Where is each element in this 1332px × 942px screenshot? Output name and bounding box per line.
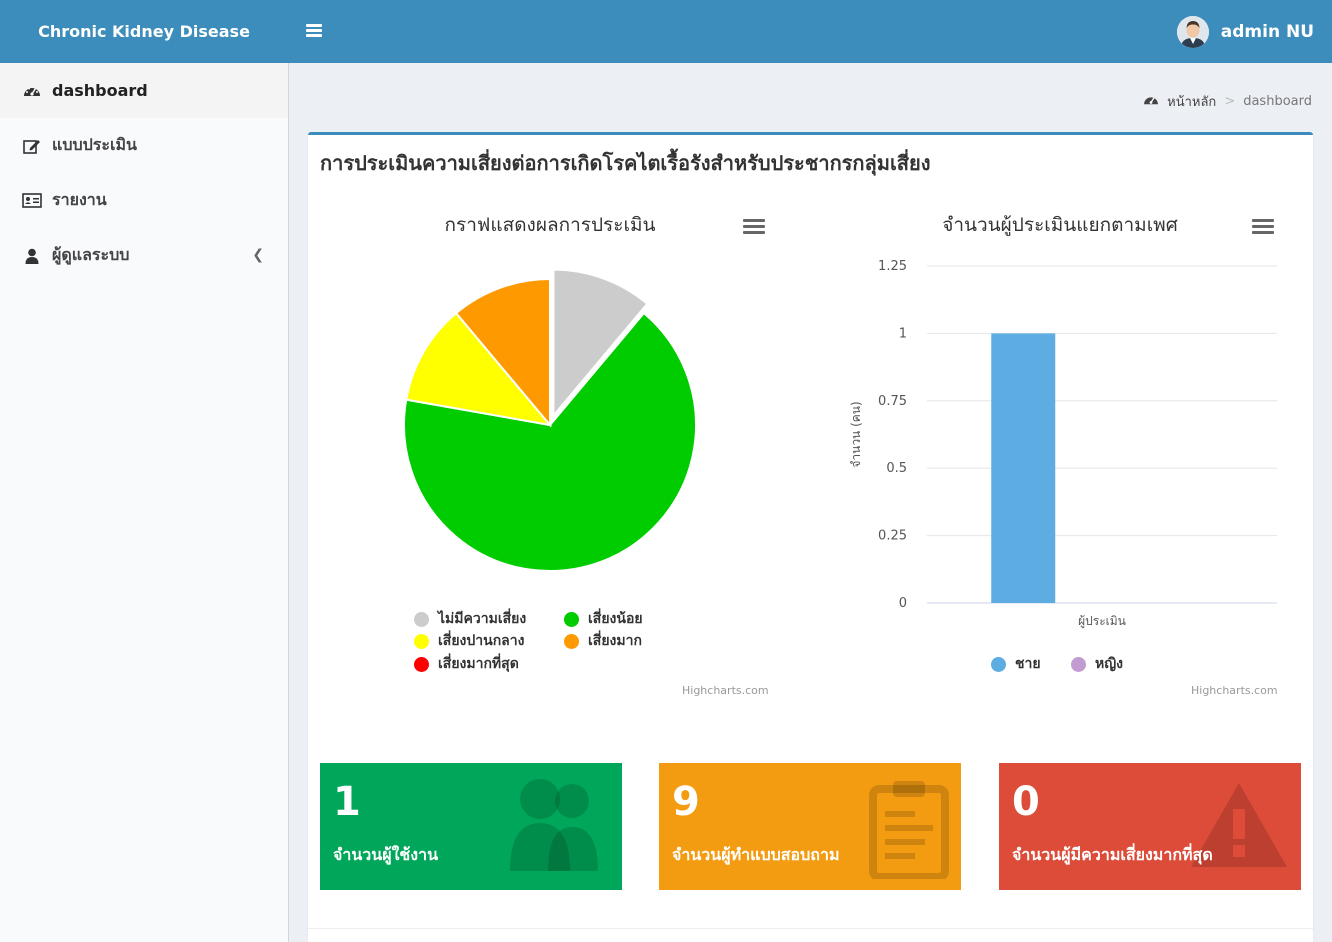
breadcrumb-current: dashboard <box>1243 94 1312 109</box>
box-title: การประเมินความเสี่ยงต่อการเกิดโรคไตเรื้อ… <box>320 151 931 175</box>
sidebar-item-label: แบบประเมิน <box>52 135 137 154</box>
legend-item-female[interactable]: หญิง <box>1071 653 1123 675</box>
stat-box-users[interactable]: 1 จำนวนผู้ใช้งาน <box>320 763 622 890</box>
stat-label: จำนวนผู้มีความเสี่ยงมากที่สุด <box>1012 845 1213 864</box>
dashboard-icon <box>22 82 42 100</box>
bar-chart-menu-icon[interactable] <box>1252 219 1274 237</box>
legend-marker <box>414 611 429 627</box>
user-name: admin NU <box>1220 21 1314 42</box>
stat-box-highest-risk[interactable]: 0 จำนวนผู้มีความเสี่ยงมากที่สุด <box>999 763 1301 890</box>
pie-chart-menu-icon[interactable] <box>743 219 765 237</box>
stat-value: 0 <box>1012 779 1040 825</box>
bar-chart-credit[interactable]: Highcharts.com <box>1191 684 1278 697</box>
pie-chart-title: กราฟแสดงผลการประเมิน <box>444 214 656 236</box>
brand-logo[interactable]: Chronic Kidney Disease <box>38 22 250 41</box>
legend-marker <box>414 656 429 672</box>
legend-item-highest-risk[interactable]: เสี่ยงมากที่สุด <box>414 653 519 675</box>
legend-marker <box>991 656 1006 672</box>
legend-marker <box>414 633 429 649</box>
menu-line <box>743 225 765 228</box>
menu-line <box>1252 219 1274 222</box>
bar[interactable] <box>991 333 1056 603</box>
box-divider <box>308 928 1313 929</box>
sidebar-item-label: ผู้ดูแลระบบ <box>52 245 130 264</box>
chevron-left-icon: ❮ <box>252 247 264 263</box>
menu-line <box>743 231 765 234</box>
y-tick-label: 0 <box>899 596 907 611</box>
bar-chart: 0 0.25 0.5 0.75 1 1.25 จำนวน (คน) ผู้ประเมิน <box>849 259 1277 629</box>
top-navbar: Chronic Kidney Disease admin NU <box>0 0 1332 63</box>
legend-label: เสี่ยงมาก <box>588 633 642 649</box>
legend-item-male[interactable]: ชาย <box>991 653 1041 675</box>
avatar-icon <box>1176 15 1209 48</box>
y-tick-label: 1 <box>899 326 907 341</box>
legend-item-high-risk[interactable]: เสี่ยงมาก <box>564 630 642 652</box>
sidebar-item-report[interactable]: รายงาน <box>0 173 288 228</box>
legend-marker <box>564 633 579 649</box>
clipboard-icon <box>869 779 949 883</box>
hamburger-line <box>306 24 322 27</box>
pie-slice[interactable] <box>403 311 697 572</box>
user-icon <box>22 247 42 265</box>
sidebar-item-dashboard[interactable]: dashboard <box>0 63 288 118</box>
user-menu[interactable]: admin NU <box>1176 0 1314 63</box>
sidebar-item-label: รายงาน <box>52 190 107 209</box>
legend-label: เสี่ยงมากที่สุด <box>438 656 519 672</box>
legend-label: ชาย <box>1015 656 1041 672</box>
users-icon <box>500 779 610 875</box>
legend-marker <box>1071 656 1086 672</box>
stat-label: จำนวนผู้ใช้งาน <box>333 845 438 864</box>
y-tick-label: 0.25 <box>878 529 907 544</box>
y-tick-label: 0.5 <box>886 461 907 476</box>
legend-marker <box>564 611 579 627</box>
pie-chart-credit[interactable]: Highcharts.com <box>682 684 769 697</box>
bar-chart-title: จำนวนผู้ประเมินแยกตามเพศ <box>942 214 1178 236</box>
sidebar-item-admin[interactable]: ผู้ดูแลระบบ ❮ <box>0 228 288 283</box>
dashboard-icon <box>1143 93 1159 110</box>
breadcrumb-home-link[interactable]: หน้าหลัก <box>1167 95 1217 110</box>
stat-box-respondents[interactable]: 9 จำนวนผู้ทำแบบสอบถาม <box>659 763 961 890</box>
sidebar-item-label: dashboard <box>52 81 148 100</box>
y-tick-label: 0.75 <box>878 394 907 409</box>
sidebar-item-assessment[interactable]: แบบประเมิน <box>0 118 288 173</box>
breadcrumb: หน้าหลัก > dashboard <box>1143 91 1312 112</box>
legend-label: ไม่มีความเสี่ยง <box>438 611 527 627</box>
stat-value: 1 <box>333 779 361 825</box>
pie-chart <box>403 268 697 572</box>
edit-icon <box>22 137 42 155</box>
pie-slice[interactable] <box>552 268 649 419</box>
hamburger-line <box>306 29 322 32</box>
avatar <box>1176 15 1209 48</box>
legend-item-low-risk[interactable]: เสี่ยงน้อย <box>564 608 643 630</box>
legend-item-medium-risk[interactable]: เสี่ยงปานกลาง <box>414 630 524 652</box>
pie-slice[interactable] <box>405 311 553 427</box>
breadcrumb-separator: > <box>1224 94 1236 109</box>
legend-label: เสี่ยงน้อย <box>588 611 643 627</box>
sidebar: dashboard แบบประเมิน รายงาน <box>0 63 289 942</box>
menu-line <box>1252 225 1274 228</box>
y-axis-label: จำนวน (คน) <box>849 401 863 467</box>
legend-item-no-risk[interactable]: ไม่มีความเสี่ยง <box>414 608 526 630</box>
legend-label: หญิง <box>1095 656 1123 672</box>
x-tick-label: ผู้ประเมิน <box>1078 614 1126 629</box>
y-tick-label: 1.25 <box>878 259 907 274</box>
warning-icon <box>1189 779 1289 873</box>
sidebar-toggle-button[interactable] <box>302 22 326 42</box>
menu-line <box>1252 231 1274 234</box>
stat-value: 9 <box>672 779 700 825</box>
hamburger-line <box>306 34 322 37</box>
legend-label: เสี่ยงปานกลาง <box>438 633 525 649</box>
stat-label: จำนวนผู้ทำแบบสอบถาม <box>672 845 840 864</box>
id-card-icon <box>22 192 42 210</box>
pie-slice[interactable] <box>454 277 551 428</box>
menu-line <box>743 219 765 222</box>
